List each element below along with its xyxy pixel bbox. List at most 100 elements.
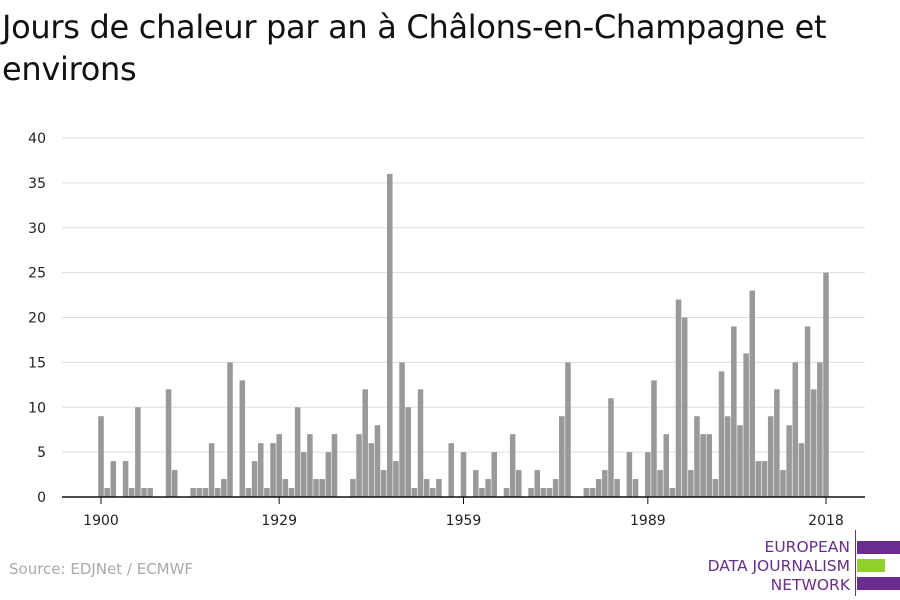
bar	[774, 389, 780, 497]
chart-title: Jours de chaleur par an à Châlons-en-Cha…	[2, 8, 827, 88]
bar	[688, 470, 694, 497]
bar	[411, 488, 418, 497]
bar	[122, 461, 129, 497]
bar	[448, 443, 454, 497]
bar	[239, 380, 246, 497]
x-axis: 1900 1929 1959 1989 2018	[62, 496, 865, 529]
bar	[98, 416, 104, 497]
bar	[282, 479, 289, 497]
bar	[798, 443, 805, 497]
y-tick-label: 30	[28, 221, 46, 237]
bar	[190, 488, 196, 497]
bar	[399, 362, 405, 497]
bar	[559, 416, 565, 497]
bar	[743, 353, 749, 497]
bar	[516, 470, 522, 497]
y-tick-label: 0	[37, 490, 46, 506]
x-tick-label: 1900	[83, 513, 119, 529]
bar	[313, 479, 319, 497]
bar	[460, 452, 467, 497]
bar	[436, 479, 442, 497]
bar	[608, 398, 614, 497]
bar	[393, 461, 399, 497]
bar	[300, 452, 307, 497]
bar	[712, 479, 719, 497]
bar	[165, 389, 172, 497]
bar	[552, 479, 559, 497]
bar	[810, 389, 817, 497]
bar	[350, 479, 356, 497]
bar	[141, 488, 147, 497]
bar	[675, 299, 682, 497]
bar	[595, 479, 602, 497]
bar	[718, 371, 725, 497]
bar	[473, 470, 479, 497]
source-note: Source: EDJNet / ECMWF	[9, 560, 194, 578]
y-tick-label: 20	[28, 311, 46, 327]
logo-line-european: EUROPEAN	[764, 538, 850, 556]
bar	[534, 470, 540, 497]
bar	[356, 434, 362, 497]
bar	[147, 488, 153, 497]
bar	[196, 488, 203, 497]
bar	[724, 416, 731, 497]
bars	[98, 173, 829, 497]
bar	[657, 470, 663, 497]
bar	[749, 290, 756, 497]
bar	[817, 362, 823, 497]
bar	[706, 434, 713, 497]
y-tick-label: 10	[28, 400, 46, 416]
bar	[565, 362, 571, 497]
bar	[214, 488, 221, 497]
bar	[528, 488, 534, 497]
bar	[589, 488, 596, 497]
bar	[288, 488, 295, 497]
bar	[663, 434, 670, 497]
bar	[171, 470, 178, 497]
bar	[786, 425, 792, 497]
bar	[245, 488, 252, 497]
bar	[503, 488, 510, 497]
bar	[780, 470, 786, 497]
y-tick-label: 15	[28, 355, 46, 371]
bar	[251, 461, 258, 497]
y-tick-label: 40	[28, 131, 46, 147]
edjnet-logo: EUROPEAN DATA JOURNALISM NETWORK	[700, 530, 900, 596]
bar	[804, 326, 811, 497]
bar	[479, 488, 485, 497]
bar	[294, 407, 301, 497]
bar	[694, 416, 700, 497]
bar	[602, 470, 608, 497]
bar	[380, 470, 387, 497]
bar	[362, 389, 368, 497]
bar	[276, 434, 282, 497]
bar	[405, 407, 411, 497]
bar	[737, 425, 743, 497]
x-tick-label: 2018	[808, 513, 844, 529]
bar	[202, 488, 209, 497]
bar	[792, 362, 799, 497]
bar	[128, 488, 135, 497]
bar	[270, 443, 276, 497]
bar	[645, 452, 651, 497]
bar	[368, 443, 375, 497]
bar	[583, 488, 590, 497]
bar	[430, 488, 436, 497]
logo-line-data-journalism: DATA JOURNALISM	[707, 557, 850, 575]
bar	[423, 479, 430, 497]
logo-bar-green	[857, 559, 885, 572]
bar	[104, 488, 110, 497]
bar	[135, 407, 141, 497]
bar	[307, 434, 313, 497]
bar	[761, 461, 768, 497]
bar	[669, 488, 676, 497]
bar	[509, 434, 516, 497]
bar	[700, 434, 706, 497]
logo-bar-purple-bottom	[857, 577, 900, 590]
bar	[387, 173, 393, 497]
logo-divider	[855, 530, 856, 596]
bar	[540, 488, 547, 497]
bar	[227, 362, 233, 497]
bar	[110, 461, 117, 497]
bar	[257, 443, 264, 497]
